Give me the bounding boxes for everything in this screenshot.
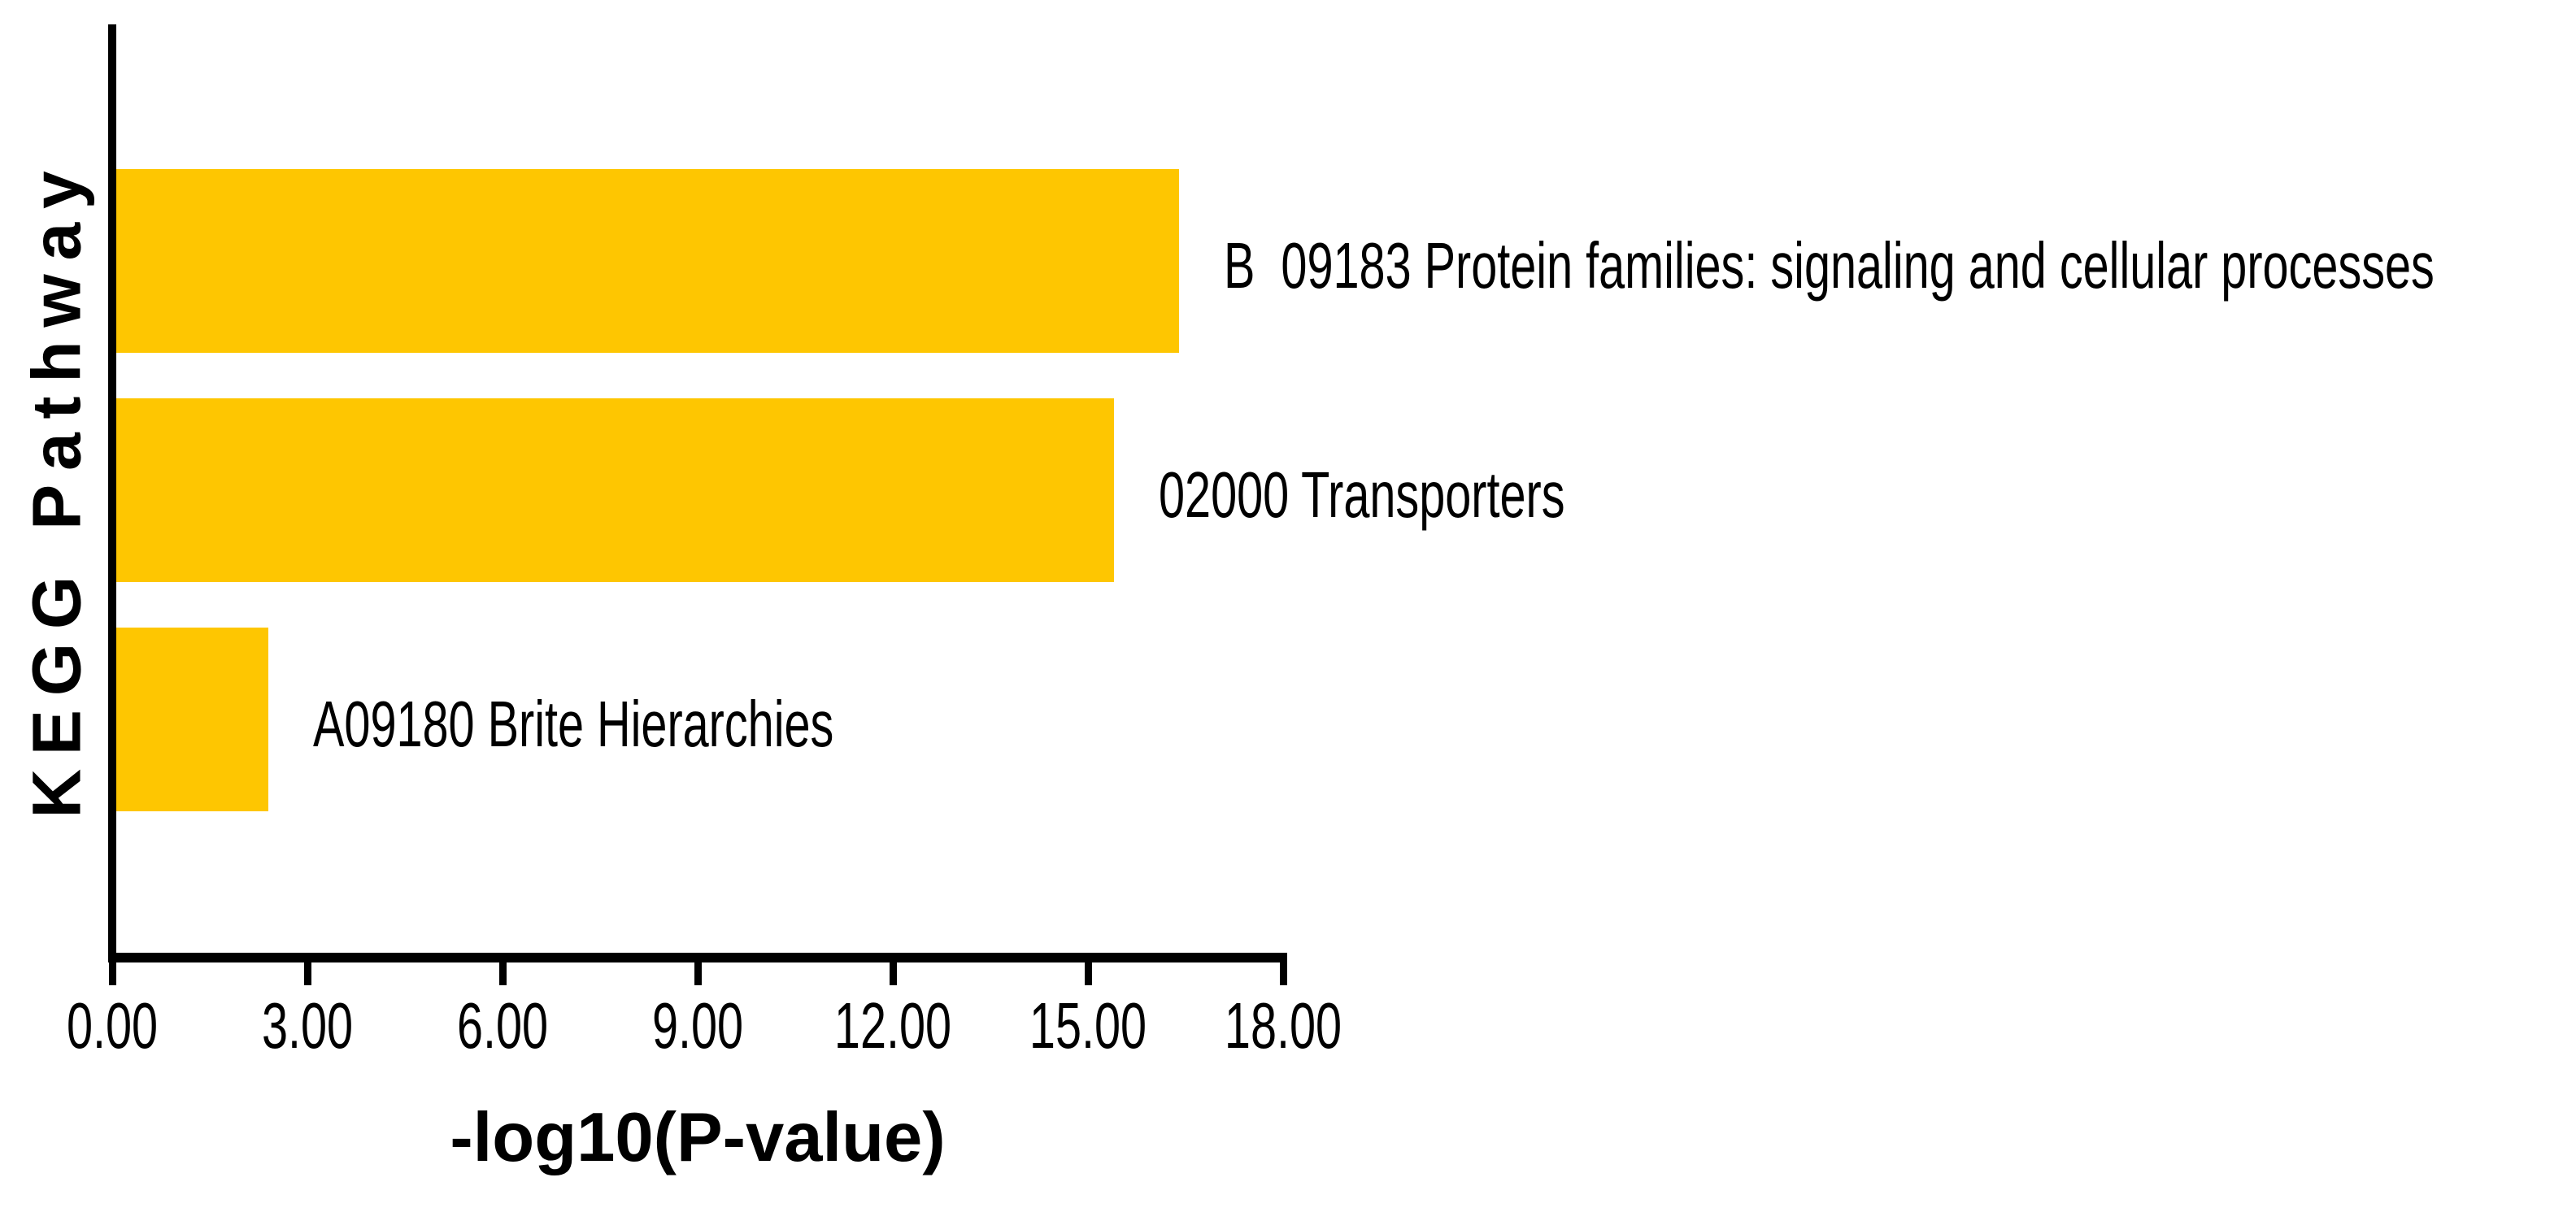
- bar: [116, 169, 1179, 353]
- y-axis-title: KEGG Pathway: [18, 157, 95, 819]
- x-tick-mark: [1279, 962, 1287, 985]
- x-tick-mark: [694, 962, 702, 985]
- x-axis-title: -log10(P-value): [450, 1099, 946, 1176]
- x-axis-line: [108, 953, 1287, 962]
- x-tick-mark: [498, 962, 507, 985]
- bar-label: A09180 Brite Hierarchies: [313, 688, 834, 760]
- x-tick-label: 18.00: [1224, 989, 1342, 1062]
- x-tick-label: 6.00: [456, 989, 549, 1062]
- bar-label: B 09183 Protein families: signaling and …: [1224, 229, 2435, 302]
- x-tick-label: 15.00: [1029, 989, 1147, 1062]
- x-tick-label: 9.00: [651, 989, 744, 1062]
- x-tick-label: 0.00: [66, 989, 159, 1062]
- bar-label: 02000 Transporters: [1159, 458, 1565, 531]
- x-tick-label: 12.00: [833, 989, 952, 1062]
- x-tick-mark: [303, 962, 311, 985]
- bar: [116, 398, 1114, 582]
- x-tick-label: 3.00: [261, 989, 354, 1062]
- y-axis-line: [108, 24, 116, 962]
- x-tick-mark: [1084, 962, 1092, 985]
- x-tick-mark: [889, 962, 897, 985]
- bar: [116, 628, 268, 811]
- x-tick-mark: [108, 962, 116, 985]
